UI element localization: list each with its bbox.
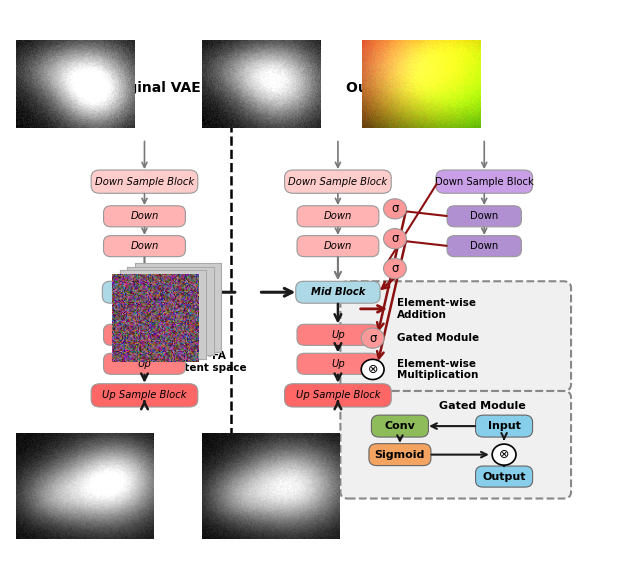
- FancyBboxPatch shape: [369, 443, 431, 466]
- Text: Gated Module: Gated Module: [397, 333, 479, 343]
- Text: σ: σ: [391, 232, 399, 245]
- FancyBboxPatch shape: [104, 206, 186, 227]
- FancyBboxPatch shape: [476, 466, 532, 487]
- Text: Down: Down: [131, 211, 159, 221]
- Text: Up Sample Block: Up Sample Block: [102, 390, 187, 400]
- Text: Up: Up: [138, 330, 151, 340]
- FancyBboxPatch shape: [285, 170, 391, 193]
- Circle shape: [361, 328, 384, 348]
- FancyBboxPatch shape: [285, 384, 391, 407]
- FancyBboxPatch shape: [297, 353, 379, 374]
- Text: Down: Down: [470, 241, 499, 251]
- Text: σ: σ: [369, 332, 376, 345]
- Text: ⊗: ⊗: [367, 363, 378, 376]
- Text: Element-wise
Addition: Element-wise Addition: [397, 298, 476, 320]
- FancyBboxPatch shape: [104, 235, 186, 256]
- Text: Down Sample Block: Down Sample Block: [95, 177, 194, 186]
- Text: Up: Up: [331, 359, 345, 369]
- Text: ⊗: ⊗: [499, 448, 509, 461]
- Text: Conv: Conv: [385, 421, 415, 431]
- FancyBboxPatch shape: [104, 324, 186, 345]
- Circle shape: [383, 229, 406, 249]
- FancyBboxPatch shape: [340, 391, 571, 499]
- Text: Mid Block: Mid Block: [311, 287, 365, 297]
- Text: Element-wise
Multiplication: Element-wise Multiplication: [397, 359, 479, 380]
- FancyBboxPatch shape: [476, 415, 532, 437]
- Circle shape: [383, 258, 406, 279]
- Text: Down: Down: [324, 241, 352, 251]
- Text: Down: Down: [324, 211, 352, 221]
- FancyBboxPatch shape: [91, 384, 198, 407]
- Text: Input: Input: [488, 421, 520, 431]
- Text: Gated Module: Gated Module: [439, 401, 525, 412]
- Circle shape: [492, 444, 516, 465]
- Text: Down Sample Block: Down Sample Block: [435, 177, 534, 186]
- Text: σ: σ: [391, 202, 399, 215]
- Text: Down: Down: [131, 241, 159, 251]
- FancyBboxPatch shape: [102, 281, 187, 303]
- Text: Mid Block: Mid Block: [117, 287, 172, 297]
- FancyBboxPatch shape: [104, 353, 186, 374]
- Circle shape: [361, 359, 384, 380]
- FancyBboxPatch shape: [447, 235, 522, 256]
- Text: Down: Down: [470, 211, 499, 221]
- FancyBboxPatch shape: [447, 206, 522, 227]
- Text: Up Sample Block: Up Sample Block: [296, 390, 380, 400]
- FancyBboxPatch shape: [297, 324, 379, 345]
- Text: Output: Output: [483, 471, 526, 482]
- FancyBboxPatch shape: [297, 206, 379, 227]
- Text: Sigmoid: Sigmoid: [375, 450, 425, 459]
- Text: UWF-FA
in latent space: UWF-FA in latent space: [159, 352, 247, 373]
- Text: Down Sample Block: Down Sample Block: [289, 177, 387, 186]
- FancyBboxPatch shape: [340, 281, 571, 391]
- FancyBboxPatch shape: [91, 170, 198, 193]
- Text: Original VAE: Original VAE: [104, 81, 200, 95]
- Circle shape: [383, 199, 406, 219]
- Text: Up: Up: [331, 330, 345, 340]
- Text: Up: Up: [138, 359, 151, 369]
- FancyBboxPatch shape: [296, 281, 380, 303]
- FancyBboxPatch shape: [297, 235, 379, 256]
- Text: Our VAE: Our VAE: [346, 81, 410, 95]
- FancyBboxPatch shape: [436, 170, 532, 193]
- FancyBboxPatch shape: [371, 415, 428, 437]
- Text: σ: σ: [391, 262, 399, 275]
